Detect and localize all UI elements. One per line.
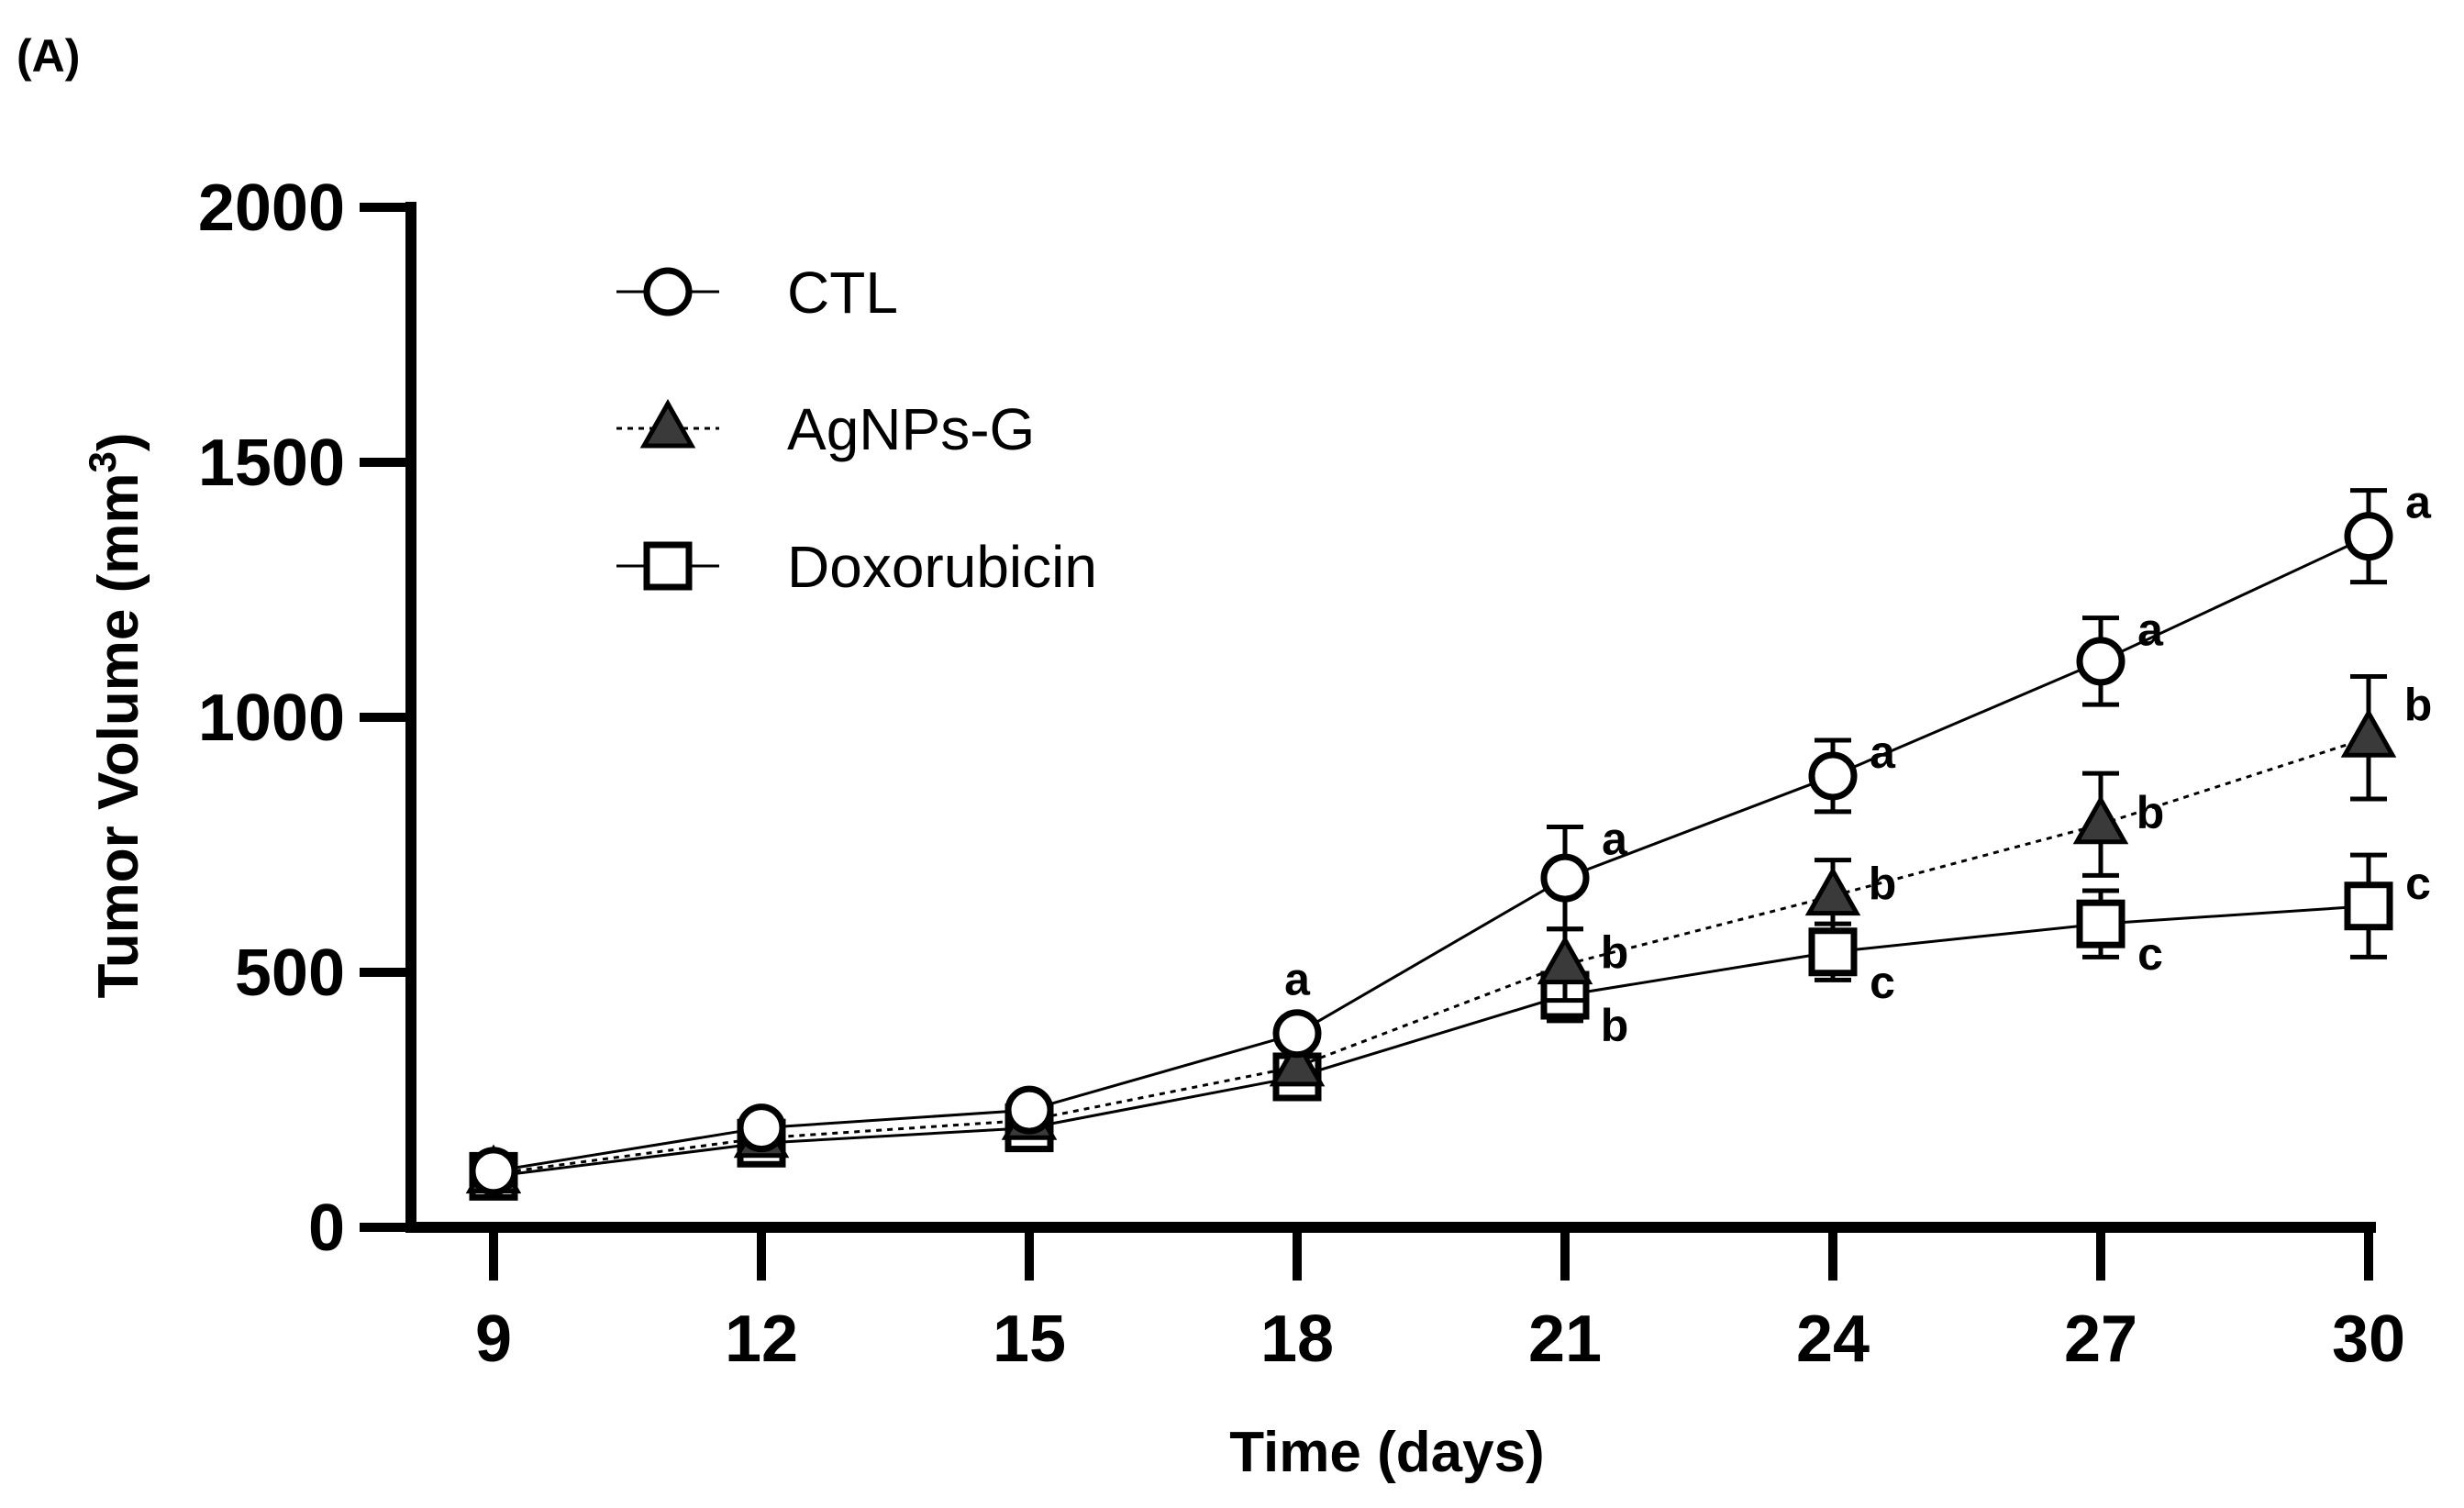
- legend-ctl-label: CTL: [787, 260, 898, 326]
- legend-agnps-label: AgNPs-G: [787, 396, 1035, 462]
- x-tick-label-18: 18: [1260, 1303, 1334, 1376]
- sig-label-doxorubicin-27: c: [2137, 928, 2163, 980]
- y-tick-label-0: 0: [308, 1192, 345, 1265]
- x-axis-title: Time (days): [1229, 1421, 1544, 1484]
- marker-doxorubicin-27: [2076, 899, 2125, 948]
- y-tick-label-1000: 1000: [198, 682, 345, 755]
- marker-ctl-15: [1004, 1085, 1054, 1135]
- legend-item-agnps-g: AgNPs-G: [616, 396, 1035, 462]
- sig-label-agnps-g-24: b: [1869, 859, 1897, 910]
- x-tick-label-15: 15: [993, 1303, 1066, 1376]
- series-ctl: [469, 488, 2393, 1196]
- sig-label-ctl-30: a: [2405, 477, 2432, 528]
- marker-ctl-18: [1272, 1009, 1322, 1059]
- x-tick-label-27: 27: [2064, 1303, 2137, 1376]
- legend-doxorubicin-label: Doxorubicin: [787, 534, 1097, 600]
- x-tick-label-21: 21: [1528, 1303, 1602, 1376]
- x-tick-label-9: 9: [475, 1303, 512, 1376]
- line-doxorubicin: [493, 904, 2370, 1178]
- marker-agnps-g-27: [2072, 794, 2129, 845]
- sig-label-ctl-18: a: [1284, 954, 1311, 1005]
- marker-agnps-g-24: [1804, 866, 1861, 916]
- y-axis-title-close: ): [87, 433, 150, 452]
- y-ticks: 0 500 1000 1500 2000: [198, 172, 411, 1265]
- x-tick-label-12: 12: [725, 1303, 798, 1376]
- sig-label-ctl-27: a: [2137, 604, 2164, 656]
- marker-ctl-24: [1808, 751, 1858, 801]
- line-ctl: [493, 535, 2370, 1173]
- y-axis-title-main: Tumor Volume (mm: [87, 473, 150, 999]
- sig-label-doxorubicin-24: c: [1870, 957, 1895, 1008]
- x-tick-label-24: 24: [1796, 1303, 1870, 1376]
- x-tick-label-30: 30: [2332, 1303, 2405, 1376]
- sig-label-agnps-g-21: b: [1601, 927, 1629, 979]
- sig-label-doxorubicin-30: c: [2405, 858, 2431, 909]
- marker-agnps-g-18: [1269, 1037, 1326, 1087]
- legend-dox-marker: [643, 541, 693, 591]
- sig-label-ctl-24: a: [1870, 726, 1896, 778]
- sig-label-ctl-21: a: [1602, 814, 1628, 865]
- legend-item-doxorubicin: Doxorubicin: [616, 534, 1097, 600]
- sig-label-doxorubicin-21: b: [1601, 1000, 1629, 1051]
- marker-agnps-g-21: [1537, 935, 1593, 985]
- sig-label-agnps-g-27: b: [2137, 787, 2165, 838]
- legend: CTL AgNPs-G Doxorubicin: [616, 260, 1097, 600]
- y-axis-title: Tumor Volume (mm3): [81, 433, 150, 999]
- legend-agnps-marker: [639, 398, 696, 449]
- y-tick-label-2000: 2000: [198, 172, 345, 245]
- legend-ctl-marker: [643, 267, 693, 316]
- legend-item-ctl: CTL: [616, 260, 898, 326]
- marker-ctl-9: [469, 1147, 518, 1196]
- panel-label: (A): [17, 30, 80, 82]
- sig-label-agnps-g-30: b: [2404, 680, 2433, 731]
- y-tick-label-1500: 1500: [198, 427, 345, 500]
- marker-doxorubicin-30: [2344, 882, 2393, 931]
- y-tick-label-500: 500: [235, 937, 345, 1010]
- y-axis-title-superscript: 3: [81, 451, 124, 472]
- marker-doxorubicin-24: [1808, 927, 1858, 977]
- marker-ctl-21: [1540, 853, 1590, 903]
- marker-ctl-12: [737, 1103, 786, 1153]
- x-ticks: 9 12 15 18 21 24 27 30: [475, 1227, 2405, 1376]
- series-layer: [465, 488, 2397, 1201]
- marker-ctl-30: [2344, 512, 2393, 561]
- axes: [405, 202, 2376, 1233]
- marker-ctl-27: [2076, 637, 2125, 686]
- marker-agnps-g-30: [2340, 708, 2397, 758]
